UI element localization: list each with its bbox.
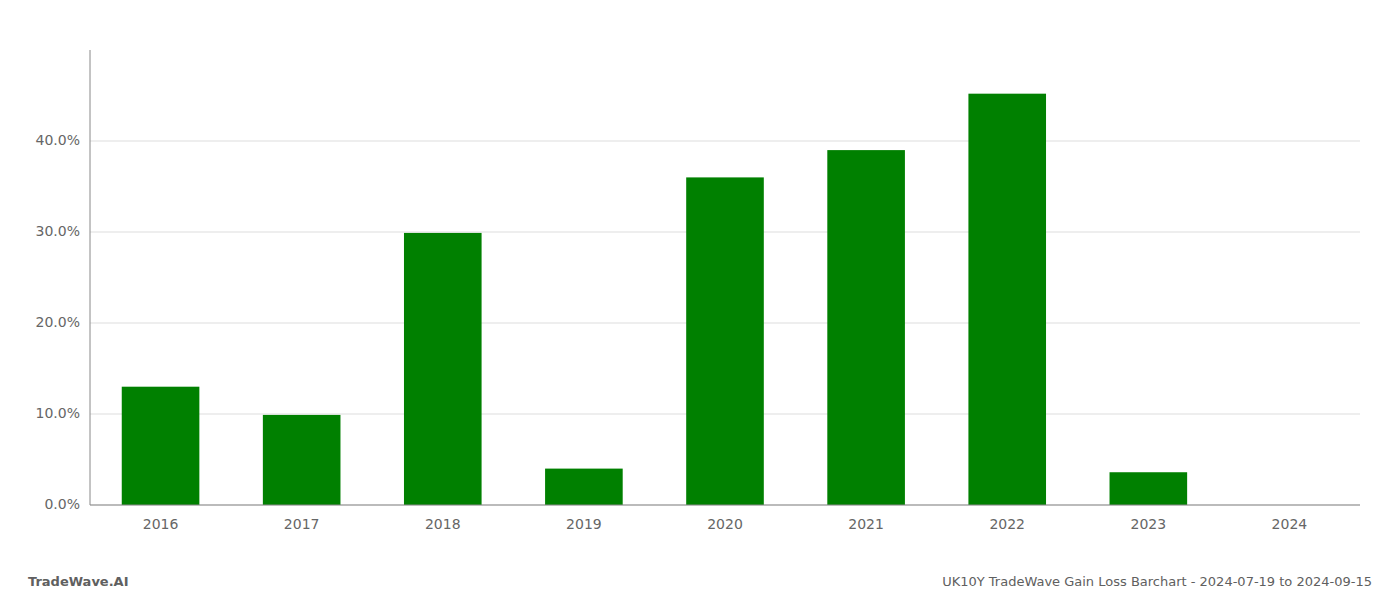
y-axis-line <box>90 50 91 505</box>
y-tick-label: 20.0% <box>36 314 80 330</box>
bar <box>404 233 482 505</box>
x-tick-label: 2020 <box>707 516 743 532</box>
y-tick-label: 40.0% <box>36 132 80 148</box>
y-tick-label: 30.0% <box>36 223 80 239</box>
footer: TradeWave.AI UK10Y TradeWave Gain Loss Ba… <box>28 574 1372 589</box>
x-ticks: 2016 2017 2018 2019 2020 2021 2022 2023 2024 <box>143 516 1308 532</box>
grid-line <box>90 505 1360 506</box>
x-tick-label: 2021 <box>848 516 884 532</box>
bar <box>1110 472 1188 505</box>
bar <box>122 387 200 505</box>
bar <box>263 415 341 505</box>
bar <box>827 150 905 505</box>
grid-line <box>90 141 1360 142</box>
x-tick-label: 2018 <box>425 516 461 532</box>
footer-left: TradeWave.AI <box>28 574 129 589</box>
y-tick-label: 10.0% <box>36 405 80 421</box>
x-axis-line <box>90 505 1360 506</box>
bars <box>122 94 1187 505</box>
x-tick-label: 2023 <box>1131 516 1167 532</box>
chart-container: 0.0% 10.0% 20.0% 30.0% 40.0% 2016 2017 2018 2019… <box>0 0 1400 600</box>
bar <box>686 177 764 505</box>
y-ticks: 0.0% 10.0% 20.0% 30.0% 40.0% <box>36 132 80 512</box>
x-tick-label: 2024 <box>1272 516 1308 532</box>
x-tick-label: 2022 <box>989 516 1025 532</box>
grid <box>90 141 1360 505</box>
bar <box>545 469 623 505</box>
x-tick-label: 2017 <box>284 516 320 532</box>
axes <box>90 50 1360 505</box>
x-tick-label: 2019 <box>566 516 602 532</box>
footer-right: UK10Y TradeWave Gain Loss Barchart - 202… <box>942 574 1372 589</box>
x-tick-label: 2016 <box>143 516 179 532</box>
y-tick-label: 0.0% <box>44 496 80 512</box>
bar <box>968 94 1046 505</box>
chart-svg: 0.0% 10.0% 20.0% 30.0% 40.0% 2016 2017 2018 2019… <box>0 0 1400 600</box>
